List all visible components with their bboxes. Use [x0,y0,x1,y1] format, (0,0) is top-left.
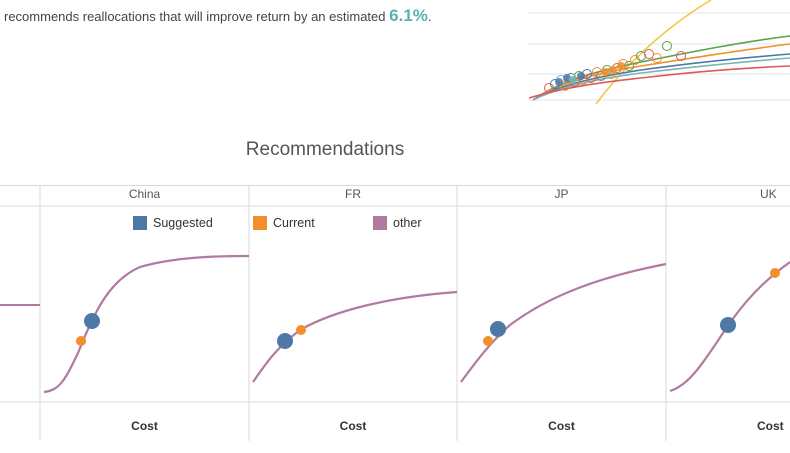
summary-sentence: recommends reallocations that will impro… [4,6,432,26]
recommendations-chart [0,185,790,441]
legend-label-other: other [393,216,422,230]
current-point-uk [770,268,780,278]
facet-header-china: China [128,187,161,201]
legend-item-current[interactable]: Current [253,216,315,230]
facet-header-jp: JP [554,187,569,201]
suggested-point-china [84,313,100,329]
current-point-china [76,336,86,346]
legend-swatch-current [253,216,267,230]
x-axis-label-uk: Cost [757,419,784,433]
facet-header-fr: FR [345,187,361,201]
curve-china [43,254,250,394]
summary-text: recommends reallocations that will impro… [4,9,386,24]
legend-item-other[interactable]: other [373,216,422,230]
section-title: Recommendations [245,139,405,160]
legend-label-current: Current [273,216,315,230]
suggested-point-jp [490,321,506,337]
current-point-fr [296,325,306,335]
current-point-jp [483,336,493,346]
legend-item-suggested[interactable]: Suggested [133,216,213,230]
improvement-value: 6.1% [389,6,428,25]
facet-header-uk: UK [760,187,777,201]
x-axis-label-jp: Cost [548,419,575,433]
suggested-point-fr [277,333,293,349]
curve-fr [252,290,458,383]
summary-suffix: . [427,9,432,24]
legend-label-suggested: Suggested [153,216,213,230]
legend-swatch-suggested [133,216,147,230]
x-axis-label-china: Cost [131,419,158,433]
x-axis-label-fr: Cost [339,419,367,433]
response-curves-thumbnail[interactable] [521,0,790,104]
suggested-point-uk [720,317,736,333]
curve-jp [460,262,667,383]
legend-swatch-other [373,216,387,230]
